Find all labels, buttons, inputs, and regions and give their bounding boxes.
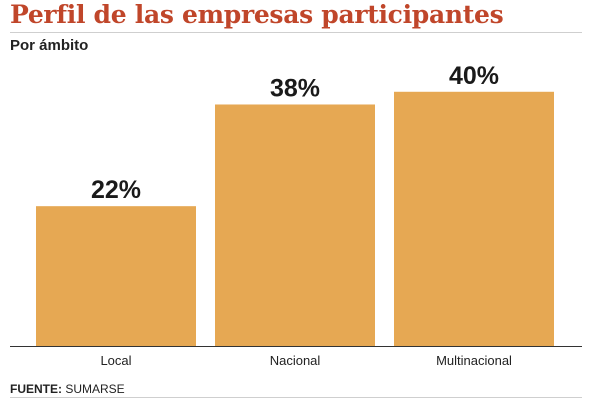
source-label: FUENTE: bbox=[10, 382, 62, 396]
x-tick-label-multinacional: Multinacional bbox=[436, 353, 512, 368]
x-tick-label-nacional: Nacional bbox=[270, 353, 321, 368]
data-label-local: 22% bbox=[91, 176, 141, 204]
source-note: FUENTE: SUMARSE bbox=[10, 382, 125, 396]
x-tick-label-local: Local bbox=[100, 353, 131, 368]
bar-local bbox=[36, 206, 196, 346]
data-label-multinacional: 40% bbox=[449, 62, 499, 90]
title-divider bbox=[10, 32, 582, 33]
chart-subtitle: Por ámbito bbox=[10, 37, 89, 54]
source-value: SUMARSE bbox=[65, 382, 125, 396]
data-label-nacional: 38% bbox=[270, 74, 320, 102]
chart-title: Perfil de las empresas participantes bbox=[10, 0, 504, 29]
bar-nacional bbox=[215, 104, 375, 346]
footer-divider bbox=[10, 397, 582, 398]
bar-multinacional bbox=[394, 91, 554, 347]
